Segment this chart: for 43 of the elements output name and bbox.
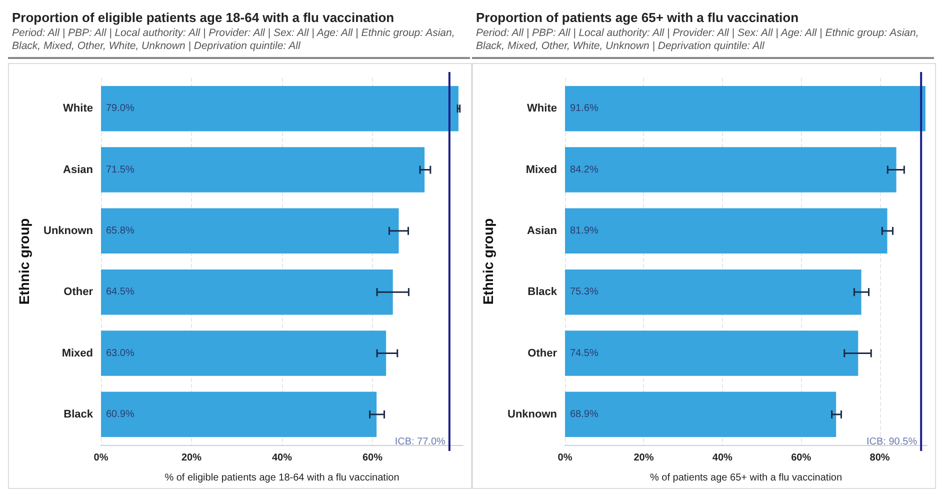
data-label: 75.3% (570, 286, 598, 298)
chart-subtitle: Period: All | PBP: All | Local authority: All | Provider: All | Sex: All | Age: All | Ethnic group: Asian, Black, Mixed, Other, White, Unknown | Deprivation quintile: All (476, 27, 920, 53)
x-tick-label: 80% (870, 452, 890, 464)
y-tick-label: White (527, 102, 557, 115)
y-tick-label: Mixed (526, 164, 557, 176)
x-tick-label: 0% (94, 452, 108, 464)
data-label: 81.9% (570, 225, 598, 236)
x-tick-label: 60% (791, 452, 812, 464)
y-tick-label: White (63, 102, 93, 115)
ref-line-label: ICB: 77.0% (394, 436, 446, 448)
data-label: 65.8% (106, 225, 134, 236)
data-label: 91.6% (570, 103, 598, 114)
y-axis-title: Ethnic group (16, 218, 32, 305)
y-tick-label: Other (64, 286, 94, 298)
y-tick-label: Asian (527, 224, 558, 237)
x-tick-label: 20% (634, 452, 654, 464)
x-tick-label: 40% (712, 452, 733, 464)
data-label: 63.0% (106, 348, 134, 359)
x-tick-label: 20% (181, 452, 202, 464)
y-tick-label: Other (528, 347, 558, 360)
x-tick-label: 0% (558, 452, 572, 464)
y-tick-label: Unknown (44, 224, 94, 237)
y-tick-label: Unknown (508, 408, 558, 420)
chart-title: Proportion of eligible patients age 18-64 with a flu vaccination (12, 10, 396, 25)
chart-title: Proportion of patients age 65+ with a flu vaccination (476, 10, 800, 25)
y-tick-label: Black (528, 286, 558, 298)
x-tick-label: 60% (362, 452, 383, 464)
data-label: 84.2% (570, 164, 598, 176)
data-label: 60.9% (106, 408, 134, 420)
x-axis-title: % of eligible patients age 18-64 with a flu vaccination (164, 472, 400, 484)
y-tick-label: Asian (63, 164, 94, 176)
data-label: 74.5% (570, 348, 598, 359)
data-label: 71.5% (106, 164, 134, 176)
data-label: 64.5% (106, 286, 134, 298)
y-axis-title: Ethnic group (480, 218, 496, 305)
y-tick-label: Mixed (62, 347, 93, 360)
y-tick-label: Black (64, 408, 94, 420)
x-tick-label: 40% (272, 452, 292, 464)
x-axis-title: % of patients age 65+ with a flu vaccination (650, 472, 842, 484)
ref-line-label: ICB: 90.5% (866, 436, 918, 448)
data-label: 68.9% (570, 408, 598, 420)
chart-subtitle: Period: All | PBP: All | Local authority: All | Provider: All | Sex: All | Age: All | Ethnic group: Asian, Black, Mixed, Other, White, Unknown | Deprivation quintile: All (12, 27, 456, 53)
data-label: 79.0% (106, 103, 134, 114)
